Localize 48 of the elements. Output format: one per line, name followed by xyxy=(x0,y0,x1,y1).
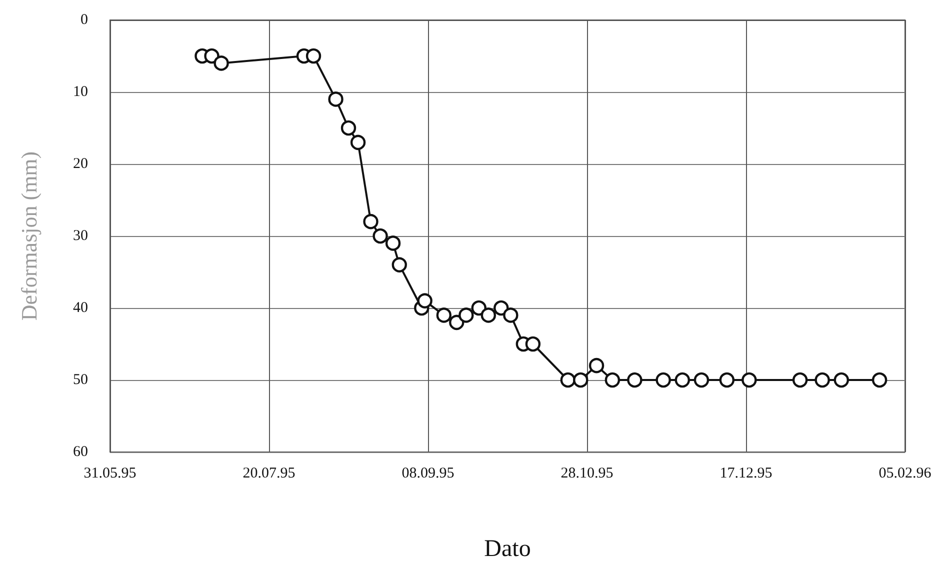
x-tick-label: 20.07.95 xyxy=(242,466,296,482)
point xyxy=(694,372,710,388)
y-tick-label: 40 xyxy=(73,300,88,316)
x-tick-label: 05.02.96 xyxy=(878,466,932,482)
x-tick-label: 08.09.95 xyxy=(402,466,454,482)
point xyxy=(392,257,407,272)
point xyxy=(417,293,432,308)
x-tick-label: 17.12.95 xyxy=(720,466,772,482)
point xyxy=(458,308,474,323)
point xyxy=(674,372,690,388)
point xyxy=(604,372,620,388)
point xyxy=(814,372,830,388)
point xyxy=(494,300,509,316)
point xyxy=(328,92,344,107)
point xyxy=(436,308,452,323)
point xyxy=(525,336,541,352)
y-tick-label: 0 xyxy=(80,12,88,28)
y-tick-label: 20 xyxy=(73,156,88,172)
point xyxy=(792,372,808,388)
point xyxy=(627,372,642,388)
point xyxy=(719,372,735,388)
point xyxy=(204,48,220,64)
x-tick-label: 31.05.95 xyxy=(84,466,136,482)
point xyxy=(340,120,356,136)
y-tick-label: 60 xyxy=(73,444,88,460)
point xyxy=(363,214,378,230)
point xyxy=(588,358,604,374)
point xyxy=(372,228,388,244)
y-axis-title: Deformasjon (mm) xyxy=(16,151,42,321)
point xyxy=(214,56,229,71)
point xyxy=(449,314,464,330)
point xyxy=(834,372,849,388)
x-tick-label: 28.10.95 xyxy=(560,466,614,482)
point xyxy=(471,300,486,316)
point xyxy=(573,372,588,388)
point xyxy=(560,372,576,388)
point xyxy=(306,48,322,64)
y-tick-label: 30 xyxy=(73,228,88,244)
point xyxy=(480,308,496,323)
point xyxy=(350,134,366,150)
y-tick-label: 10 xyxy=(73,84,88,100)
x-axis-title: Dato xyxy=(484,536,531,562)
point xyxy=(742,372,757,388)
point xyxy=(656,372,671,388)
y-tick-label: 50 xyxy=(73,372,88,388)
point xyxy=(872,372,888,388)
point xyxy=(385,236,401,251)
point xyxy=(503,308,518,323)
